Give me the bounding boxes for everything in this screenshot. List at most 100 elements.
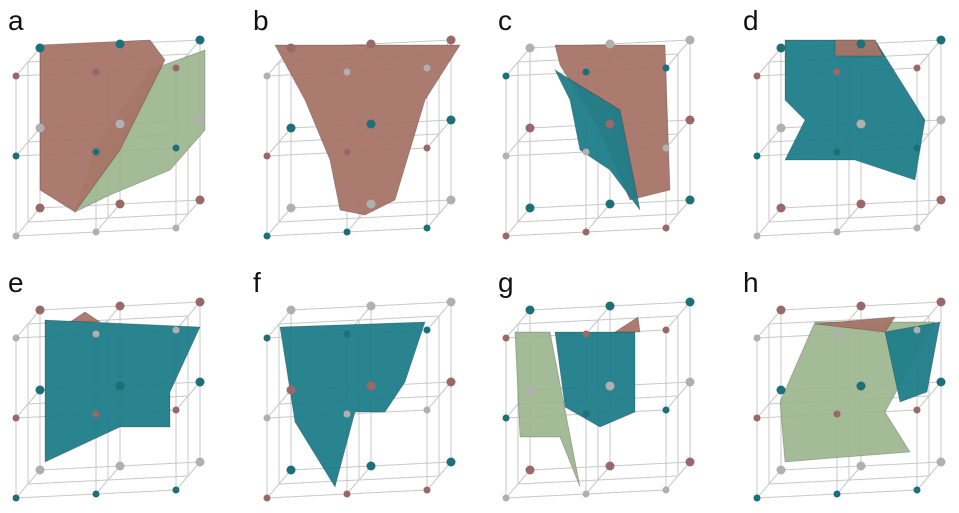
lattice-node [173,225,180,232]
lattice-node [777,124,786,133]
lattice-edge [96,490,176,494]
lattice-edge [267,232,347,236]
lattice-node [447,36,456,45]
lattice-node [173,327,180,334]
lattice-node [503,415,510,422]
lattice-node [93,491,100,498]
panel: g [498,267,695,502]
lattice-node [857,462,866,471]
lattice-node [857,382,866,391]
lattice-edge [371,40,451,44]
lattice-node [526,306,535,315]
lattice-node [503,335,510,342]
lattice-node [754,73,761,80]
lattice-node [583,149,590,156]
lattice-node [173,65,180,72]
lattice-edge [530,306,610,310]
isosurface [70,312,100,322]
lattice-edge [506,494,586,498]
lattice-node [503,73,510,80]
lattice-node [173,487,180,494]
lattice-node [13,495,20,502]
lattice-node [503,495,510,502]
lattice-node [754,233,761,240]
lattice-node [287,124,296,133]
lattice-edge [586,228,666,232]
lattice-node [447,116,456,125]
panel-label: e [8,267,24,298]
lattice-node [447,458,456,467]
lattice-node [93,69,100,76]
lattice-edge [120,302,200,306]
lattice-node [367,200,376,209]
lattice-node [344,331,351,338]
lattice-node [914,487,921,494]
lattice-node [937,378,946,387]
lattice-node [834,69,841,76]
lattice-node [93,229,100,236]
panel-label: b [253,5,269,36]
lattice-node [264,73,271,80]
lattice-node [857,40,866,49]
lattice-node [686,36,695,45]
lattice-node [196,196,205,205]
lattice-node [937,196,946,205]
lattice-node [583,229,590,236]
panel-label: h [743,267,759,298]
lattice-edge [347,228,427,232]
lattice-node [606,382,615,391]
lattice-node [686,116,695,125]
lattice-node [287,386,296,395]
lattice-node [367,462,376,471]
lattice-node [424,487,431,494]
lattice-edge [267,494,347,498]
lattice-node [196,458,205,467]
panel-label: g [498,267,514,298]
lattice-node [116,120,125,129]
lattice-edge [861,302,941,306]
lattice-node [13,233,20,240]
lattice-node [447,298,456,307]
lattice-node [583,331,590,338]
lattice-node [116,40,125,49]
lattice-node [173,407,180,414]
lattice-node [526,124,535,133]
lattice-node [914,407,921,414]
lattice-node [196,116,205,125]
lattice-node [526,204,535,213]
lattice-node [36,466,45,475]
lattice-node [367,382,376,391]
lattice-node [13,415,20,422]
lattice-node [914,225,921,232]
lattice-node [196,36,205,45]
lattice-node [424,407,431,414]
lattice-edge [610,40,690,44]
lattice-node [367,40,376,49]
lattice-node [663,145,670,152]
lattice-node [663,225,670,232]
lattice-node [663,407,670,414]
panel-label: f [253,267,261,298]
lattice-edge [371,302,451,306]
lattice-edge [347,490,427,494]
lattice-node [264,415,271,422]
lattice-node [777,306,786,315]
lattice-node [13,73,20,80]
lattice-node [264,335,271,342]
lattice-node [447,378,456,387]
lattice-node [914,327,921,334]
lattice-node [583,411,590,418]
lattice-node [686,378,695,387]
lattice-node [173,145,180,152]
lattice-node [606,302,615,311]
lattice-node [264,495,271,502]
lattice-node [447,196,456,205]
lattice-node [424,225,431,232]
lattice-node [583,491,590,498]
lattice-node [754,415,761,422]
lattice-node [606,462,615,471]
lattice-edge [586,490,666,494]
lattice-node [344,69,351,76]
lattice-node [663,487,670,494]
lattice-node [503,153,510,160]
